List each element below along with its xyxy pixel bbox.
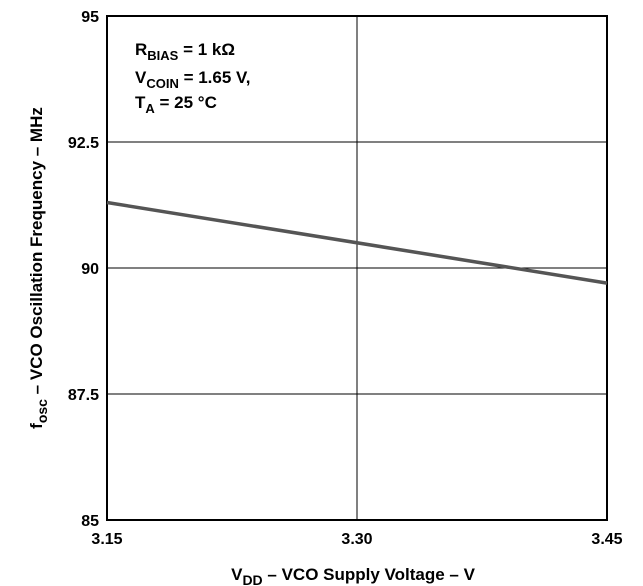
x-tick-label-2: 3.45 [591,531,622,548]
y-tick-label-0: 85 [81,513,99,530]
series-layer [106,200,608,285]
annotation-rbias: RBIAS = 1 kΩ [135,40,235,63]
y-tick-label-4: 95 [81,9,99,26]
grid-lines [107,16,607,520]
annotation-ta: TA = 25 °C [135,93,217,116]
y-tick-label-1: 87.5 [68,387,99,404]
x-tick-label-0: 3.15 [91,531,122,548]
y-axis-label: fosc – VCO Oscillation Frequency – MHz [27,107,50,429]
annotation-vcoin: VCOIN = 1.65 V, [135,68,251,91]
series-line-0 [106,200,608,285]
tick-labels: 85 87.5 90 92.5 95 3.15 3.30 3.45 [68,9,623,548]
x-tick-label-1: 3.30 [341,531,372,548]
x-axis-label: VDD – VCO Supply Voltage – V [231,565,475,586]
annotation-box: RBIAS = 1 kΩ VCOIN = 1.65 V, TA = 25 °C [135,40,251,116]
plot-frame [106,15,608,521]
y-tick-label-2: 90 [81,261,99,278]
y-tick-label-3: 92.5 [68,135,99,152]
